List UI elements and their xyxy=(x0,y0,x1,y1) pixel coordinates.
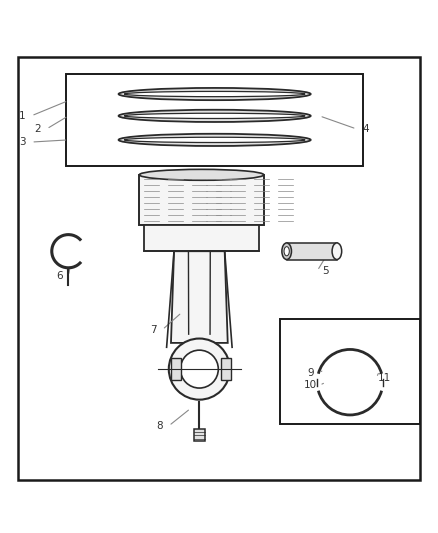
Ellipse shape xyxy=(139,169,264,180)
Text: 6: 6 xyxy=(57,271,63,281)
Ellipse shape xyxy=(119,88,311,100)
Ellipse shape xyxy=(124,113,305,118)
Text: 8: 8 xyxy=(157,421,163,431)
Bar xyxy=(171,358,180,380)
Text: 1: 1 xyxy=(19,111,26,121)
Text: 10: 10 xyxy=(304,380,317,390)
Ellipse shape xyxy=(124,92,305,96)
Circle shape xyxy=(169,338,230,400)
Ellipse shape xyxy=(119,110,311,122)
Ellipse shape xyxy=(282,243,291,260)
Bar xyxy=(194,429,205,441)
Circle shape xyxy=(180,350,218,388)
Ellipse shape xyxy=(284,247,289,256)
Text: 7: 7 xyxy=(150,325,157,335)
Ellipse shape xyxy=(119,134,311,146)
Bar xyxy=(287,243,337,260)
Text: 5: 5 xyxy=(323,266,329,276)
Ellipse shape xyxy=(332,243,342,260)
Text: 2: 2 xyxy=(35,124,41,134)
Text: 3: 3 xyxy=(19,137,26,147)
Bar xyxy=(280,319,420,424)
Bar xyxy=(144,225,259,251)
Bar xyxy=(139,175,264,225)
Bar xyxy=(221,358,231,380)
Ellipse shape xyxy=(124,138,305,142)
Text: 11: 11 xyxy=(378,373,392,383)
Polygon shape xyxy=(171,251,228,343)
Text: 4: 4 xyxy=(362,124,369,134)
Text: 9: 9 xyxy=(307,368,314,378)
Bar xyxy=(66,75,363,166)
